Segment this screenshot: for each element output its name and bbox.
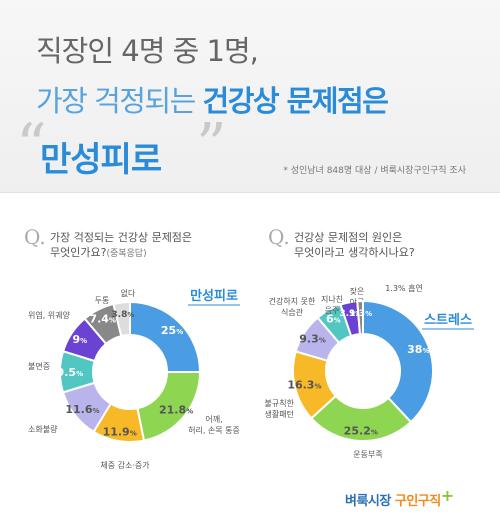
brand-logo: 벼룩시장 구인구직+: [345, 486, 454, 509]
chart1-category-label-5: 불면증: [28, 361, 50, 371]
chart1-category-label-2: 어깨, 허리, 손목 통증: [188, 414, 240, 435]
chart1-category-label-8: 없다: [121, 289, 136, 298]
chart2-category-label-5: 지나친 음주: [321, 294, 343, 315]
logo-part2: 구인구직: [394, 494, 441, 509]
q-letter: Q.: [24, 225, 46, 249]
chart2-category-label-4: 건강하지 못한 식습관: [269, 296, 316, 317]
chart1-category-label-7: 두통: [95, 296, 110, 305]
chart2-value-label-4: 9.3%: [299, 332, 326, 345]
question-left-line2: 무엇인가요?: [50, 246, 107, 259]
chart1-value-label-6: 9%: [72, 333, 87, 346]
q-letter: Q.: [268, 225, 290, 249]
chart1-category-label-6: 위염, 위궤양: [28, 311, 71, 320]
chart1-value-label-1: 25%: [161, 324, 183, 337]
chart1-category-label-4: 소화불량: [28, 424, 58, 434]
close-quote-icon: ”: [196, 111, 227, 181]
chart2-category-label-1: 스트레스: [424, 313, 472, 328]
headline-line-3: 만성피로: [40, 140, 162, 180]
chart1-slice-8: [112, 300, 131, 338]
chart2-slice-7: [356, 299, 364, 336]
headline-plain: 가장 걱정되는: [36, 84, 196, 118]
chart2-value-label-1: 38%: [407, 343, 429, 356]
chart1-value-label-2: 21.8%: [159, 404, 193, 417]
chart1-category-label-1: 만성피로: [190, 288, 238, 304]
chart1-value-label-7: 7.4%: [89, 312, 116, 325]
question-left-line1: 가장 걱정되는 건강상 문제점은: [50, 231, 193, 244]
chart1-value-label-8: 3.8%: [111, 310, 134, 320]
chart2-category-label-3: 불규칙한 생활패턴: [265, 398, 295, 419]
chart2-value-label-5: 6%: [326, 313, 341, 326]
chart1-category-label-3: 체중 감소·증가: [100, 460, 150, 470]
logo-part1: 벼룩시장: [345, 494, 391, 509]
headline-line-2: 가장 걱정되는 건강상 문제점은: [36, 78, 389, 120]
chart2-category-label-2: 운동부족: [353, 450, 382, 459]
infographic-header: 직장인 4명 중 1명, 가장 걱정되는 건강상 문제점은 “ 만성피로 ” *…: [0, 0, 500, 193]
chart1-slice-1: [129, 300, 202, 373]
chart2-slice-1: [362, 299, 434, 424]
open-quote-icon: “: [16, 111, 47, 181]
plus-icon: +: [440, 486, 454, 505]
question-right-line2: 무엇이라고 생각하시나요?: [294, 246, 415, 259]
headline-line-1: 직장인 4명 중 1명,: [36, 34, 259, 68]
chart1-value-label-4: 11.6%: [65, 403, 99, 416]
chart2-value-label-7: 1.3%: [349, 309, 372, 319]
question-left-note: (중복응답): [106, 249, 147, 259]
headline-bold: 건강상 문제점은: [202, 84, 389, 118]
chart1-value-label-5: 9.5%: [57, 366, 84, 379]
chart1-value-label-3: 11.9%: [103, 425, 137, 438]
survey-source: * 성인남녀 848명 대상 / 벼룩시장구인구직 조사: [283, 166, 466, 176]
question-right-line1: 건강상 문제점의 원인은: [294, 231, 403, 244]
chart2-value-label-3: 16.3%: [287, 379, 321, 392]
chart2-value-label-2: 25.2%: [344, 424, 378, 437]
chart2-category-label-7: 1.3% 흡연: [385, 283, 423, 293]
